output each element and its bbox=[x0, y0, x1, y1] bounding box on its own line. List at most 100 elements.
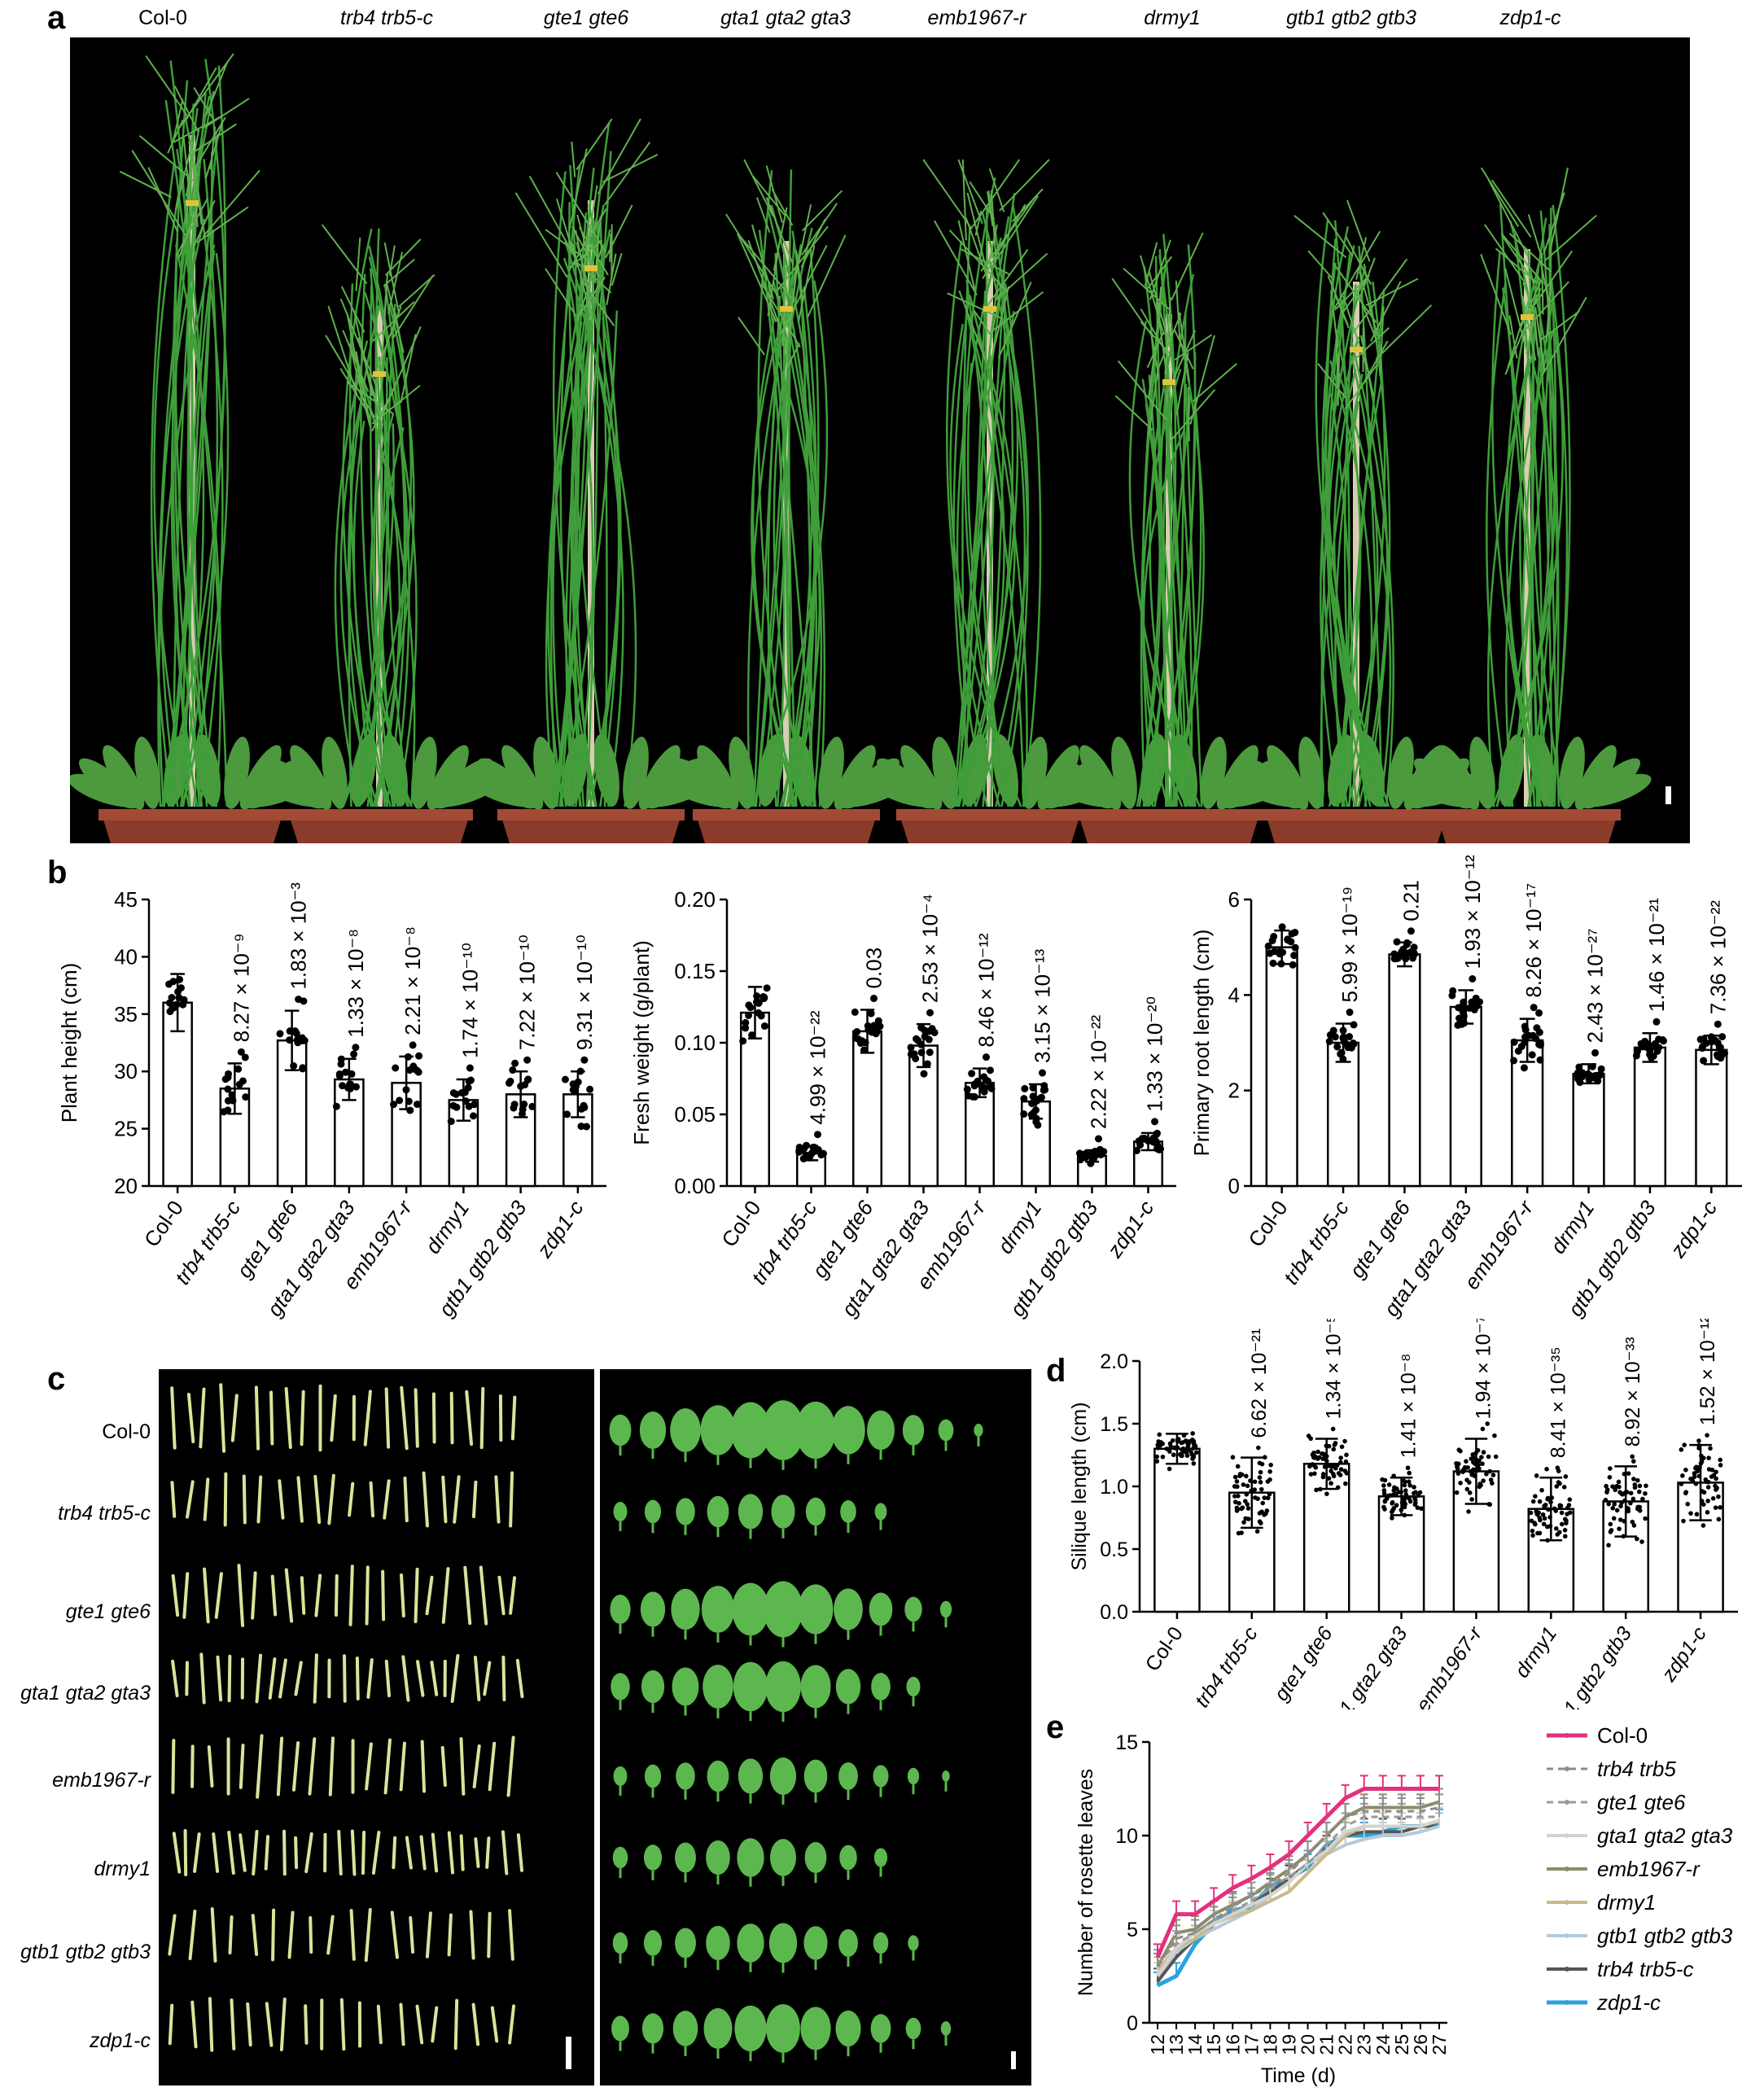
leaf-photo-drawing bbox=[609, 1400, 1016, 2069]
leaf bbox=[672, 2011, 698, 2046]
data-dot bbox=[1267, 1477, 1272, 1482]
leaf bbox=[803, 1926, 828, 1960]
data-dot bbox=[868, 1028, 876, 1036]
silique bbox=[168, 1914, 177, 1956]
branch bbox=[773, 207, 788, 271]
rosette-leaf bbox=[758, 733, 784, 807]
branch bbox=[185, 67, 217, 121]
branch bbox=[987, 224, 998, 264]
silique bbox=[416, 1660, 425, 1697]
data-dot bbox=[1685, 1501, 1691, 1507]
data-dot bbox=[1552, 1506, 1557, 1512]
leaf bbox=[795, 1401, 836, 1460]
branch bbox=[355, 351, 371, 423]
branch bbox=[379, 295, 387, 386]
x-axis-label: Time (d) bbox=[1261, 2064, 1336, 2087]
silique bbox=[279, 1997, 287, 2052]
data-dot bbox=[1640, 1496, 1645, 1502]
data-dot bbox=[1652, 1043, 1660, 1051]
x-tick-label: 26 bbox=[1410, 2034, 1431, 2055]
data-dot bbox=[1528, 1051, 1536, 1059]
data-dot bbox=[1710, 1496, 1716, 1501]
y-tick-label: 0 bbox=[1127, 2012, 1138, 2035]
pvalue-dot bbox=[1256, 1445, 1261, 1451]
data-dot bbox=[1265, 1495, 1271, 1501]
data-dot bbox=[1394, 1503, 1399, 1508]
silique bbox=[510, 1395, 517, 1441]
data-dot bbox=[1264, 942, 1272, 950]
leaf bbox=[800, 2007, 831, 2050]
leaf bbox=[703, 1665, 733, 1709]
data-dot bbox=[414, 1101, 422, 1109]
data-dot bbox=[179, 1000, 187, 1009]
silique bbox=[199, 1387, 206, 1449]
x-tick-label: 27 bbox=[1429, 2034, 1450, 2055]
data-dot bbox=[1614, 1508, 1620, 1513]
silique bbox=[172, 1832, 182, 1874]
pvalue-label: 4.99 × 10⁻²² bbox=[806, 1010, 830, 1125]
data-dot bbox=[1191, 1442, 1197, 1447]
leaf bbox=[763, 1581, 803, 1638]
stem bbox=[1548, 204, 1571, 807]
branch bbox=[969, 181, 996, 220]
leaf bbox=[938, 1419, 954, 1442]
pvalue-label: 2.53 × 10⁻⁴ bbox=[918, 894, 943, 1003]
branch bbox=[786, 260, 799, 351]
branch bbox=[1178, 312, 1191, 383]
data-dot bbox=[745, 1011, 753, 1019]
legend-marker bbox=[1565, 1900, 1569, 1905]
y-tick-label: 30 bbox=[114, 1059, 138, 1083]
data-dot bbox=[1390, 1516, 1394, 1521]
stake-tie bbox=[780, 306, 793, 312]
pvalue-label: 8.41 × 10⁻³⁵ bbox=[1547, 1346, 1569, 1458]
leaf bbox=[874, 1503, 887, 1521]
x-tick-label: 12 bbox=[1147, 2034, 1168, 2055]
silique bbox=[314, 1573, 322, 1617]
data-dot bbox=[1458, 1481, 1463, 1486]
data-dot bbox=[1700, 1057, 1708, 1065]
silique bbox=[441, 1567, 450, 1624]
data-dot bbox=[1628, 1500, 1633, 1506]
data-dot bbox=[1534, 1512, 1540, 1517]
data-dot bbox=[920, 1070, 928, 1078]
category-label: Col-0 bbox=[139, 1196, 188, 1251]
x-tick-label: 13 bbox=[1166, 2034, 1187, 2055]
data-dot bbox=[1597, 1065, 1605, 1073]
silique bbox=[239, 1833, 247, 1872]
branch bbox=[933, 220, 978, 295]
data-dot bbox=[224, 1096, 232, 1105]
data-dot bbox=[763, 984, 771, 992]
data-dot bbox=[1530, 1533, 1535, 1538]
branch bbox=[736, 233, 777, 322]
stem bbox=[767, 304, 785, 807]
data-dot bbox=[1604, 1483, 1609, 1489]
data-dot bbox=[1617, 1484, 1622, 1490]
data-dot bbox=[1714, 1039, 1722, 1047]
silique-length-chart: 0.0 0.5 1.0 1.5 2.0 Silique length (cm) Col-0 6… bbox=[1068, 1319, 1738, 1709]
data-dot bbox=[1682, 1442, 1687, 1447]
branch bbox=[147, 167, 179, 233]
data-dot bbox=[1412, 1497, 1418, 1503]
data-dot bbox=[1411, 950, 1419, 958]
data-dot bbox=[1100, 1148, 1108, 1156]
stem bbox=[368, 256, 410, 807]
data-dot bbox=[1237, 1501, 1241, 1506]
branch bbox=[997, 281, 1032, 359]
data-dot bbox=[963, 1085, 971, 1093]
leaf bbox=[737, 1838, 764, 1877]
pvalue-label: 8.92 × 10⁻³³ bbox=[1622, 1337, 1644, 1447]
branch bbox=[545, 268, 577, 317]
data-dot bbox=[1338, 1455, 1343, 1460]
data-dot bbox=[1164, 1446, 1170, 1451]
stem bbox=[150, 164, 175, 807]
data-dot bbox=[1339, 1444, 1345, 1450]
y-tick-label: 2 bbox=[1228, 1079, 1240, 1103]
silique bbox=[300, 1390, 305, 1446]
branch bbox=[1333, 230, 1381, 309]
data-dot bbox=[1546, 1507, 1551, 1512]
y-axis-label: Primary root length (cm) bbox=[1189, 930, 1214, 1157]
stem bbox=[174, 107, 204, 807]
data-dot bbox=[1635, 1536, 1639, 1542]
data-dot bbox=[1136, 1141, 1145, 1149]
branch bbox=[1148, 272, 1171, 349]
